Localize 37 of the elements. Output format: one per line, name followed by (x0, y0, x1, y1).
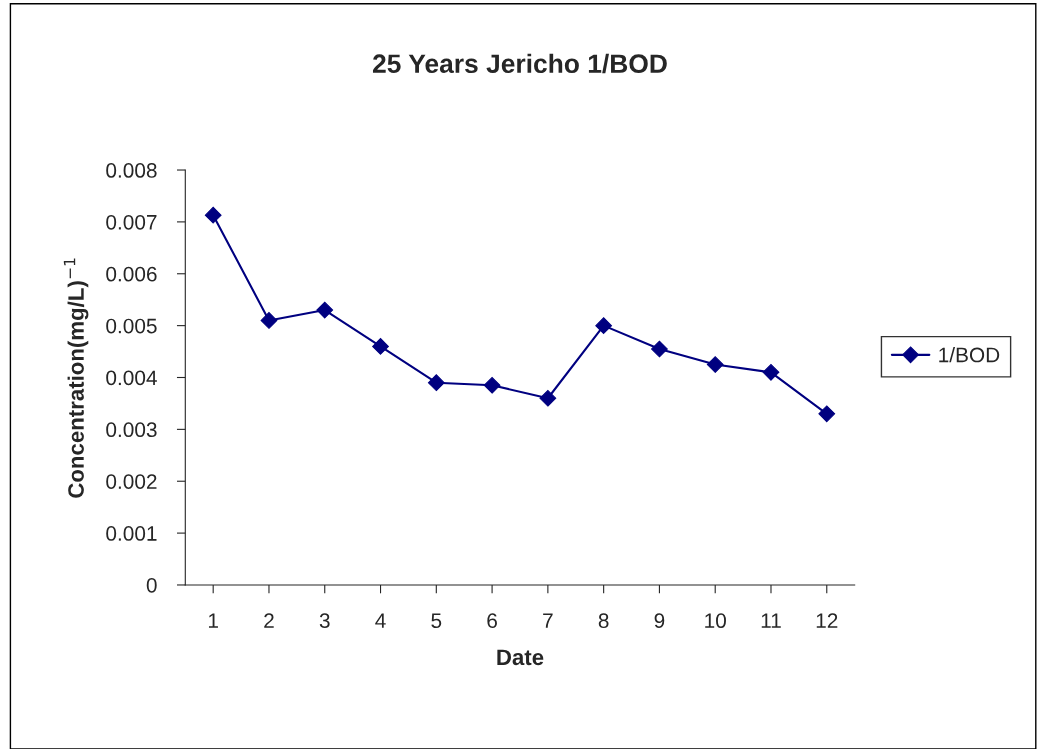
x-tick-label: 1 (208, 613, 218, 628)
point (260, 312, 278, 329)
point (204, 206, 222, 224)
y-tick-label: 0.004 (106, 370, 157, 386)
x-tick-label: 7 (543, 613, 553, 628)
x-tick-label: 8 (598, 613, 609, 629)
x-tick-label: 6 (487, 613, 497, 629)
y-tick-label: 0.006 (106, 266, 157, 282)
x-tick-label: 3 (319, 613, 330, 629)
point (427, 374, 445, 392)
x-tick-label: 5 (431, 613, 442, 629)
x-tick-label: 4 (375, 613, 386, 628)
point (818, 405, 836, 423)
y-tick-label: 0.007 (106, 214, 157, 230)
x-tick-label: 2 (264, 613, 274, 628)
x-tick-label: 11 (761, 613, 781, 628)
x-tick-label: 9 (654, 613, 665, 629)
y-tick-label: 0.002 (106, 474, 157, 489)
y-tick-label: 0.001 (106, 526, 157, 541)
point (651, 340, 668, 358)
point (706, 356, 724, 373)
y-tick-label: 0.003 (106, 422, 157, 438)
y-tick-label: 0.008 (106, 163, 157, 178)
x-axis-title: Date (497, 649, 544, 666)
y-tick-label: 0 (146, 577, 157, 593)
chart-title: 25 Years Jericho 1/BOD (372, 53, 667, 74)
point (372, 338, 389, 355)
point (539, 389, 557, 407)
legend-label: 1/BOD (939, 347, 1000, 363)
point (595, 317, 613, 334)
x-tick-label: 10 (705, 613, 726, 629)
x-tick-label: 12 (816, 613, 838, 628)
point (762, 363, 780, 381)
point (316, 301, 334, 319)
point (483, 376, 501, 394)
y-tick-label: 0.005 (106, 318, 157, 334)
y-axis-title: Concentration(mg/L)$^{−1}$ (63, 258, 89, 498)
